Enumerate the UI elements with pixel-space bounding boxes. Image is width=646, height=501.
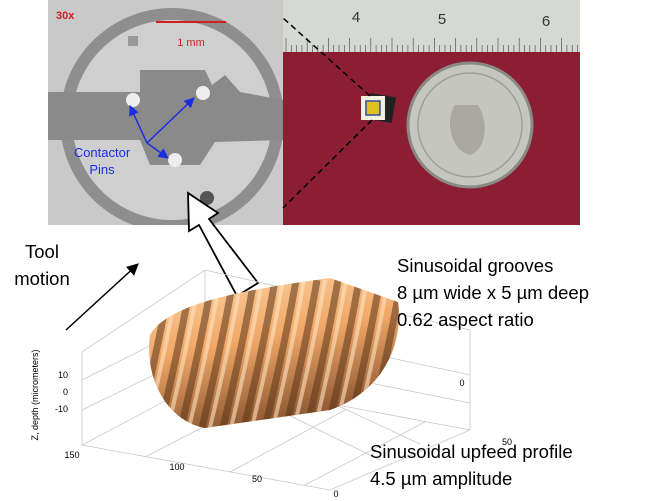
x-tick-label: 50 — [252, 474, 262, 484]
microscope-image — [48, 0, 284, 232]
magnification: 30x — [56, 10, 75, 22]
z-tick-label: 0 — [63, 387, 68, 397]
ruler-label: 5 — [438, 11, 446, 28]
grooves-note: Sinusoidal grooves — [397, 255, 553, 276]
pin — [126, 93, 140, 107]
figure: 30x 1 mm Contactor Pins 4 5 6 Tool motio… — [0, 0, 646, 501]
marker — [128, 36, 138, 46]
pin — [168, 153, 182, 167]
x-tick-label: 0 — [333, 489, 338, 499]
tool-motion-label: motion — [14, 268, 70, 289]
profile-note: 4.5 µm amplitude — [370, 468, 512, 489]
pins-label: Contactor — [74, 145, 131, 160]
grooves-note: 8 µm wide x 5 µm deep — [397, 282, 589, 303]
surface — [136, 270, 410, 440]
pin — [196, 86, 210, 100]
profile-note: Sinusoidal upfeed profile — [370, 441, 573, 462]
x-tick-label: 150 — [64, 450, 79, 460]
ruler-label: 6 — [542, 13, 550, 30]
ruler-label: 4 — [352, 9, 360, 26]
y-tick-label: 0 — [459, 378, 464, 388]
tool-motion-arrow — [66, 264, 138, 330]
z-axis-label: Z, depth (micrometers) — [30, 349, 40, 440]
pins-label: Pins — [89, 162, 115, 177]
surface-plot: Z, depth (micrometers) 10 0 -10 150 100 … — [30, 270, 512, 499]
tool-motion-label: Tool — [25, 241, 59, 262]
chip-center — [366, 101, 380, 115]
photo: 4 5 6 — [283, 0, 580, 225]
z-tick-label: -10 — [55, 404, 68, 414]
ruler — [283, 0, 580, 52]
z-tick-label: 10 — [58, 370, 68, 380]
scale-label: 1 mm — [177, 37, 205, 49]
x-tick-label: 100 — [169, 462, 184, 472]
grooves-note: 0.62 aspect ratio — [397, 309, 534, 330]
